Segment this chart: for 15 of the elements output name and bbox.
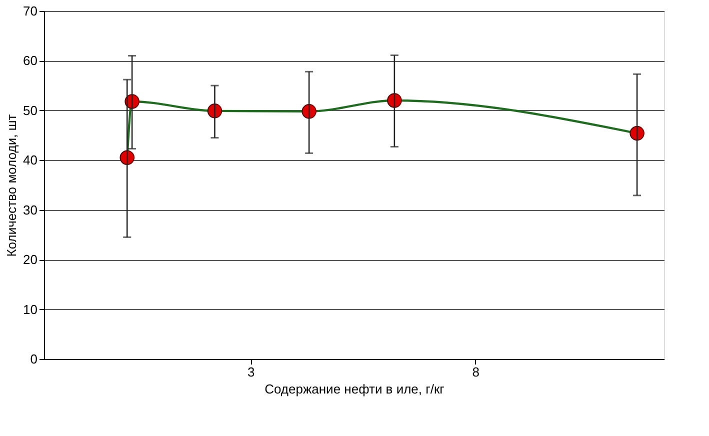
point (302, 104, 316, 119)
y-tick-label: 60 (23, 53, 38, 68)
y-tick-label: 70 (23, 4, 38, 18)
y-tick-label: 50 (23, 102, 38, 118)
y-tick-label: 0 (30, 352, 38, 366)
point (387, 93, 402, 108)
x-axis-title: Содержание нефти в иле, г/кг (264, 382, 445, 396)
x-tick-label: 3 (248, 364, 255, 380)
y-tick-label: 30 (23, 202, 38, 218)
point (630, 126, 644, 141)
x-tick-label: 8 (472, 364, 480, 380)
y-tick-label: 40 (23, 152, 38, 168)
y-tick-label: 10 (23, 302, 38, 317)
y-axis-title: Количество молоди, шт (4, 114, 20, 257)
y-tick-label: 20 (23, 252, 38, 268)
